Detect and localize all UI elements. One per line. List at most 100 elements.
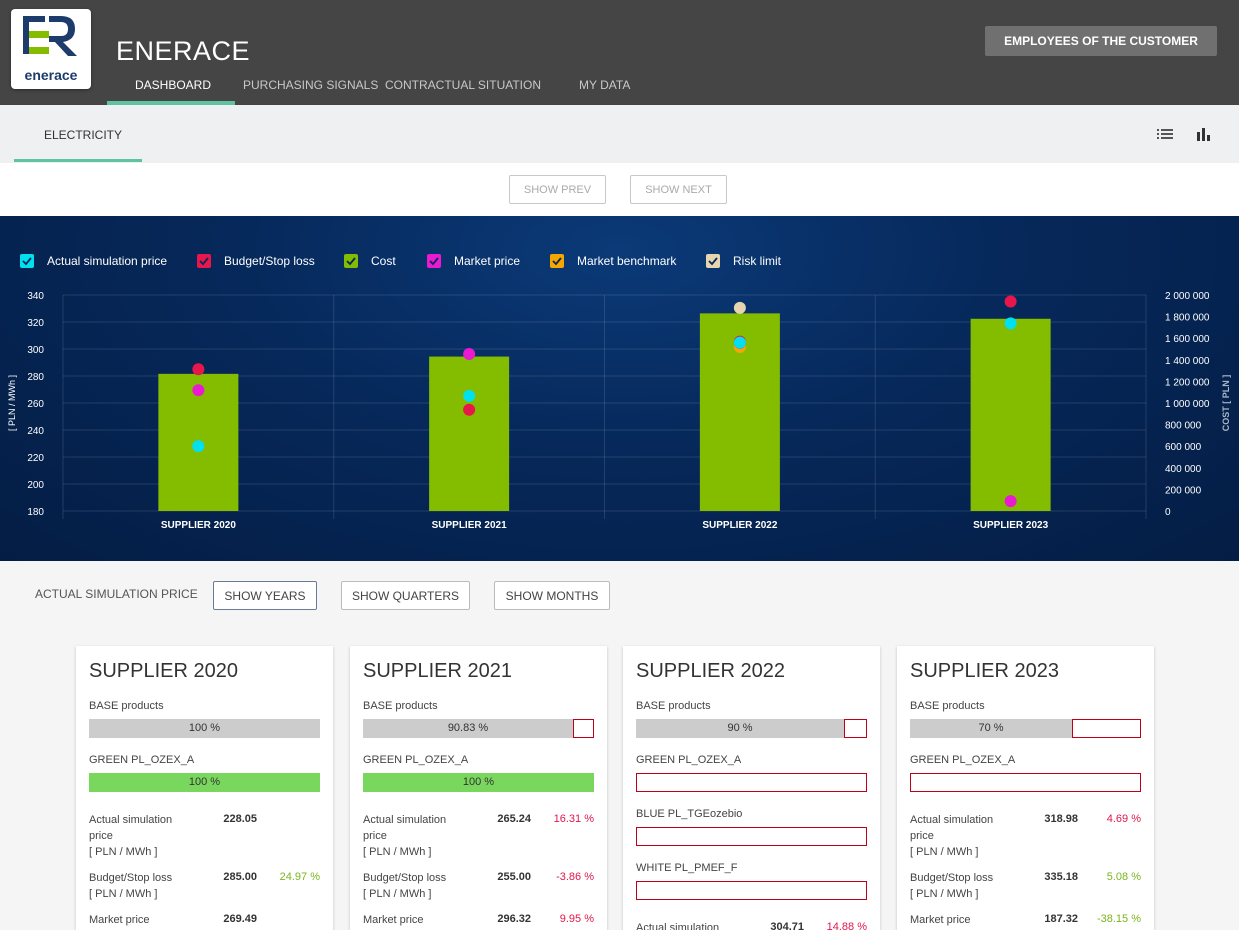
product-label: GREEN PL_OZEX_A [910, 754, 1016, 766]
product-share-remaining [573, 719, 594, 738]
y-left-tick-label: 340 [27, 291, 44, 302]
legend-label: Cost [371, 254, 396, 268]
metric-value: 304.71 [770, 921, 804, 930]
supplier-card: SUPPLIER 2022 BASE products 90 % GREEN PL_O… [623, 646, 880, 930]
point-actual-simulation-price [463, 389, 476, 402]
supplier-card: SUPPLIER 2021 BASE products 90.83 % GREEN P… [350, 646, 607, 930]
product-share-bar: 90 % [636, 719, 867, 738]
active-nav-indicator [107, 101, 235, 105]
metric-label: Budget/Stop loss [ PLN / MWh ] [363, 870, 478, 902]
enerace-logo[interactable]: enerace [11, 9, 91, 89]
nav-contractual-situation[interactable]: CONTRACTUAL SITUATION [385, 78, 542, 92]
employees-of-customer-button[interactable]: EMPLOYEES OF THE CUSTOMER [985, 26, 1217, 56]
cost-bar [429, 356, 510, 511]
point-budget-stop-loss [1004, 295, 1017, 308]
product-label: GREEN PL_OZEX_A [89, 754, 195, 766]
list-icon[interactable] [1157, 127, 1173, 141]
metric-label: Market price[ PLN / MWh ] [89, 912, 204, 930]
product-share-fill: 100 % [89, 719, 320, 738]
metric-name: Market price [910, 914, 971, 926]
app-title: ENERACE [116, 36, 251, 66]
product-share-bar [636, 827, 867, 846]
legend-checkbox[interactable] [706, 254, 720, 268]
legend-checkbox[interactable] [550, 254, 564, 268]
product-label: WHITE PL_PMEF_F [636, 862, 738, 874]
legend-checkbox[interactable] [344, 254, 358, 268]
point-risk-limit [733, 301, 746, 314]
metric-unit: [ PLN / MWh ] [910, 846, 979, 858]
x-tick-label: SUPPLIER 2022 [702, 520, 777, 531]
metric-name: Budget/Stop loss [363, 872, 447, 884]
metric-name: Budget/Stop loss [910, 872, 994, 884]
legend-label: Market benchmark [577, 254, 677, 268]
metric-unit: [ PLN / MWh ] [363, 846, 432, 858]
product-label: GREEN PL_OZEX_A [636, 754, 742, 766]
product-label: BASE products [636, 700, 711, 712]
bar-chart-icon[interactable] [1195, 126, 1211, 142]
nav-purchasing-signals[interactable]: PURCHASING SIGNALS [243, 78, 379, 92]
supplier-card: SUPPLIER 2023 BASE products 70 % GREEN PL_O… [897, 646, 1154, 930]
product-label: BLUE PL_TGEozebio [636, 808, 743, 820]
legend-label: Budget/Stop loss [224, 254, 315, 268]
y-left-tick-label: 260 [27, 399, 44, 410]
metric-percent: 5.08 % [1106, 871, 1141, 883]
product-share-remaining [636, 773, 867, 792]
metric-value: 265.24 [497, 813, 531, 825]
x-tick-label: SUPPLIER 2020 [161, 520, 236, 531]
product-label: BASE products [89, 700, 164, 712]
y-right-tick-label: 800 000 [1165, 421, 1202, 432]
product-label: BASE products [910, 700, 985, 712]
card-title: SUPPLIER 2021 [363, 660, 512, 682]
point-market-price [1004, 495, 1017, 508]
y-right-axis-label: COST [ PLN ] [1221, 375, 1231, 432]
y-left-tick-label: 200 [27, 480, 44, 491]
x-tick-label: SUPPLIER 2021 [432, 520, 507, 531]
metric-value: 269.49 [223, 913, 257, 925]
show-next-button[interactable]: SHOW NEXT [630, 175, 727, 204]
metric-value: 296.32 [497, 913, 531, 925]
show-years-button[interactable]: SHOW YEARS [213, 581, 317, 610]
product-share-bar [636, 881, 867, 900]
metric-value: 335.18 [1044, 871, 1078, 883]
legend-checkbox[interactable] [197, 254, 211, 268]
product-share-fill: 100 % [89, 773, 320, 792]
metric-label: Actual simulation [636, 920, 751, 930]
product-share-remaining [636, 827, 867, 846]
product-share-bar [910, 773, 1141, 792]
point-actual-simulation-price [192, 440, 205, 453]
legend-checkbox[interactable] [427, 254, 441, 268]
metric-label: Budget/Stop loss [ PLN / MWh ] [910, 870, 1025, 902]
card-title: SUPPLIER 2023 [910, 660, 1059, 682]
product-share-bar: 100 % [89, 719, 320, 738]
nav-my-data[interactable]: MY DATA [579, 78, 631, 92]
show-months-button[interactable]: SHOW MONTHS [494, 581, 610, 610]
metric-percent: 24.97 % [279, 871, 320, 883]
legend-checkbox[interactable] [20, 254, 34, 268]
metric-percent: 14.88 % [826, 921, 867, 930]
y-left-tick-label: 220 [27, 453, 44, 464]
show-prev-button[interactable]: SHOW PREV [509, 175, 606, 204]
metric-value: 255.00 [497, 871, 531, 883]
metric-name: Actual simulation price [363, 814, 447, 842]
nav-dashboard[interactable]: DASHBOARD [135, 78, 212, 92]
commodity-tabbar: ELECTRICITY [0, 105, 1239, 163]
metric-name: Actual simulation [636, 922, 720, 930]
metric-unit: [ PLN / MWh ] [910, 888, 979, 900]
point-actual-simulation-price [1004, 317, 1017, 330]
point-market-price [192, 384, 205, 397]
y-right-tick-label: 2 000 000 [1165, 291, 1210, 302]
cost-bar [970, 318, 1051, 511]
show-quarters-button[interactable]: SHOW QUARTERS [341, 581, 470, 610]
tab-electricity[interactable]: ELECTRICITY [44, 128, 123, 142]
metric-name: Budget/Stop loss [89, 872, 173, 884]
metric-label: Budget/Stop loss [ PLN / MWh ] [89, 870, 204, 902]
active-tab-indicator [14, 159, 142, 162]
metric-percent: -38.15 % [1096, 913, 1141, 925]
metric-percent: 4.69 % [1106, 813, 1141, 825]
product-share-remaining [1072, 719, 1141, 738]
supplier-chart: 340 320 300 280 260 240 220 200 180 2 000 000 1 80… [7, 291, 1231, 531]
y-left-tick-label: 320 [27, 318, 44, 329]
product-share-fill: 70 % [910, 719, 1072, 738]
point-market-price [463, 347, 476, 360]
point-budget-stop-loss [192, 363, 205, 376]
